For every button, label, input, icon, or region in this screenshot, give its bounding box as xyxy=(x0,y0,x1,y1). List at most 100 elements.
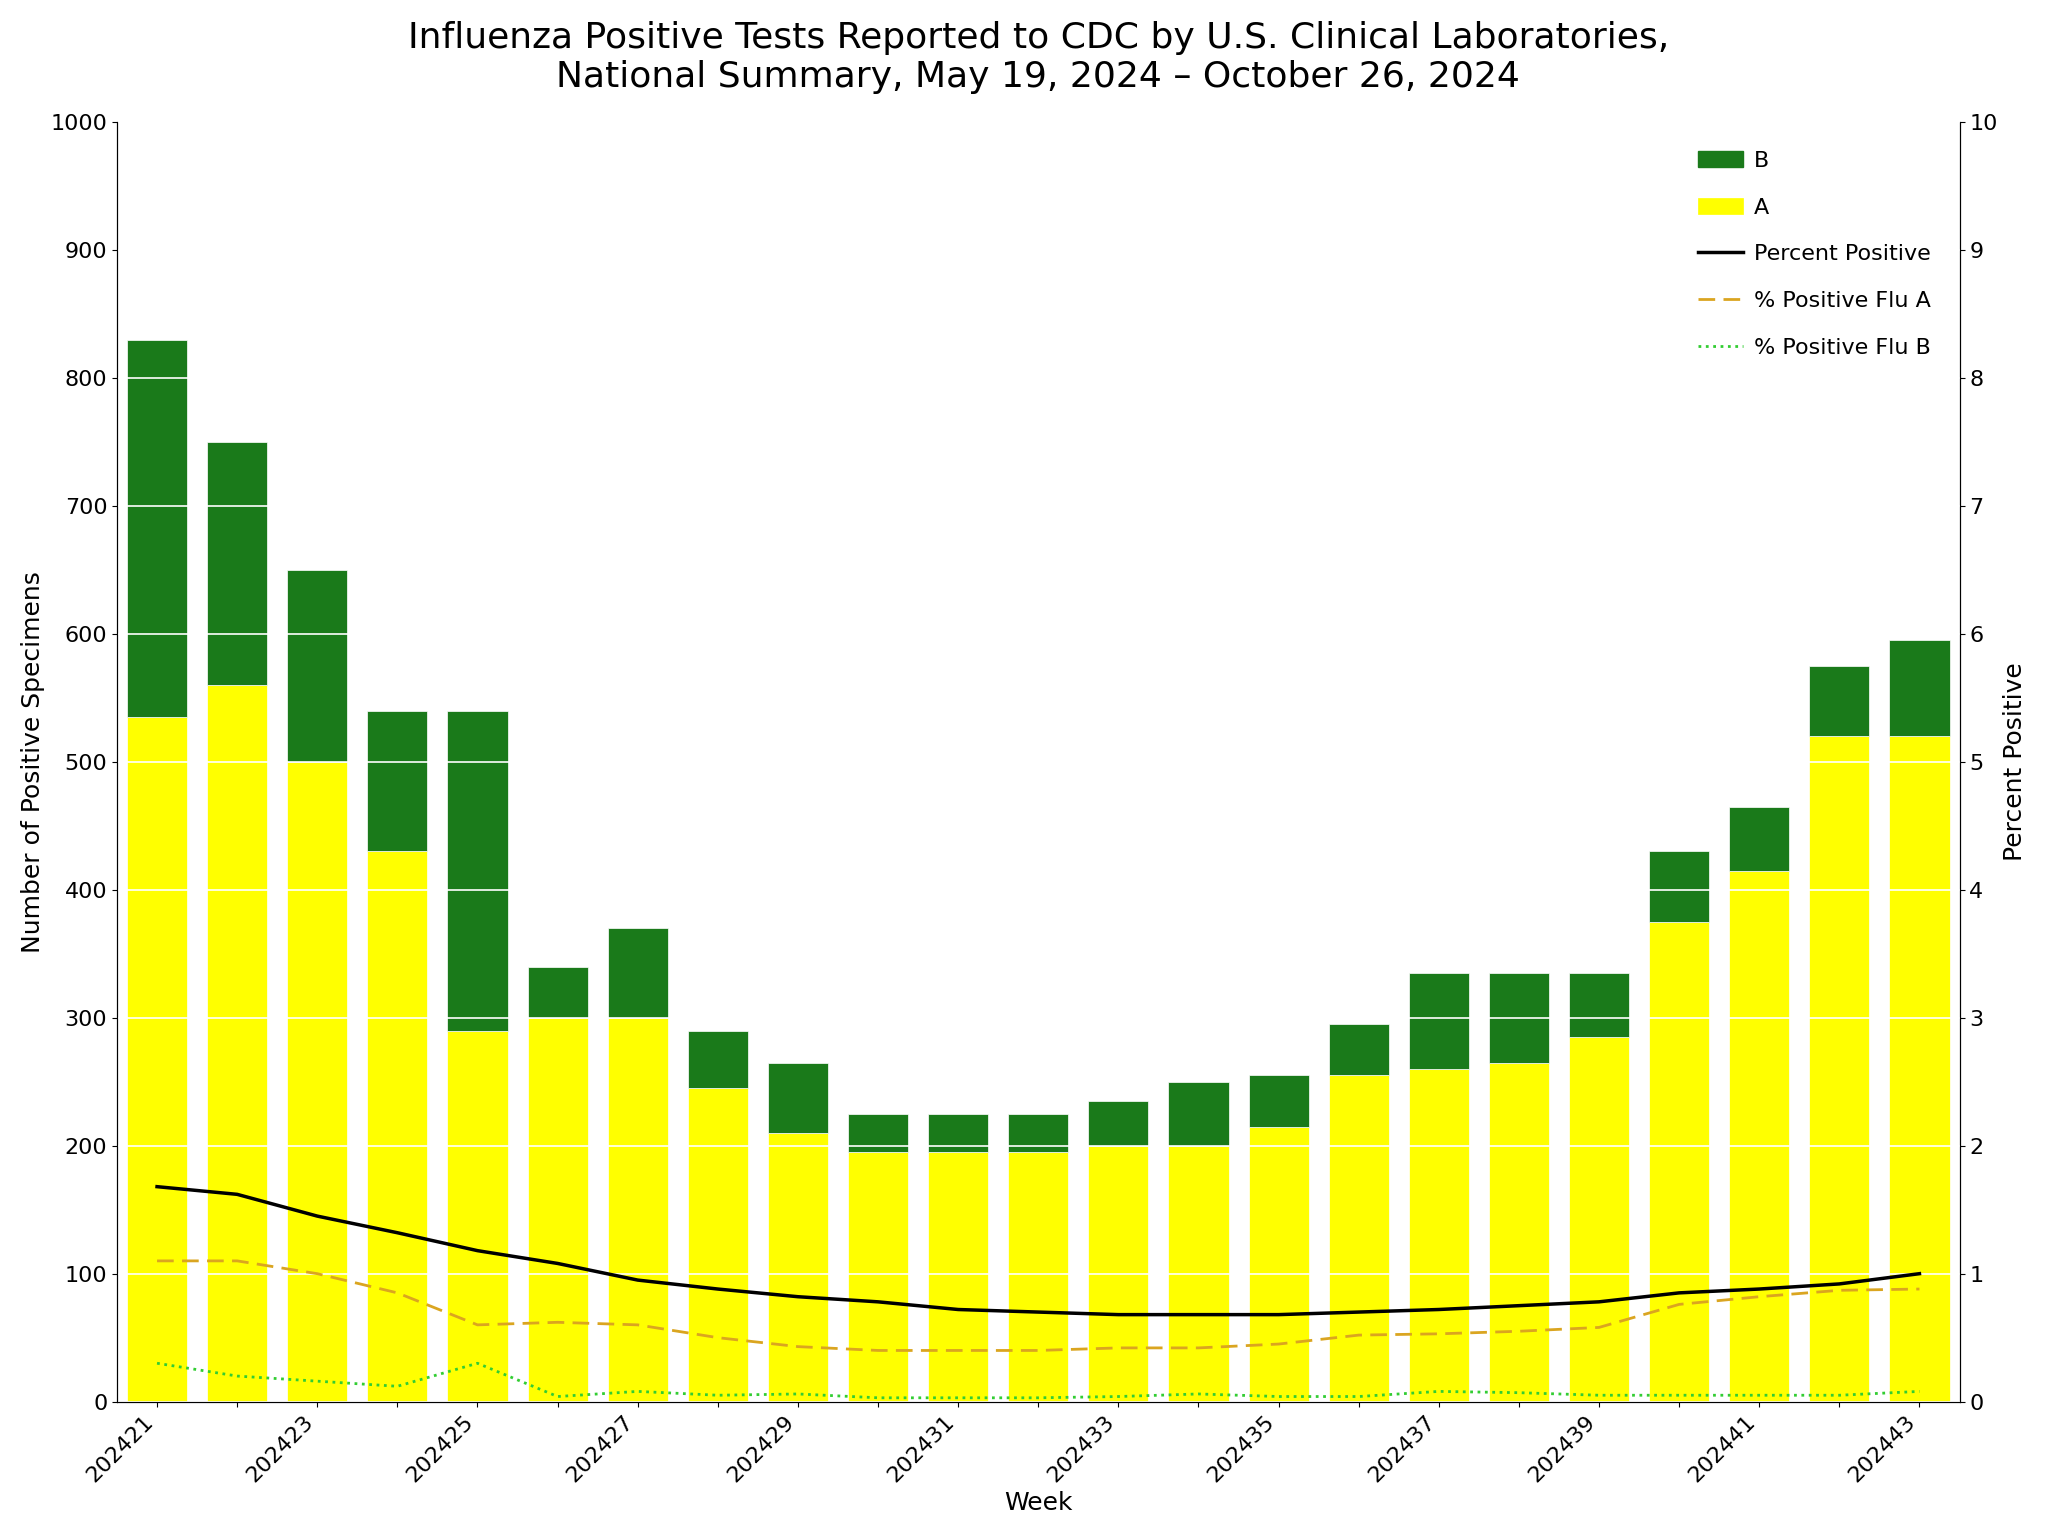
Bar xyxy=(928,1114,989,1152)
Bar xyxy=(848,1114,907,1152)
Bar xyxy=(688,1087,748,1402)
Bar xyxy=(1087,1146,1149,1402)
% Positive Flu B xyxy=(225,1367,250,1385)
Percent Positive xyxy=(545,1255,569,1273)
Bar xyxy=(1569,1037,1628,1402)
Y-axis label: Number of Positive Specimens: Number of Positive Specimens xyxy=(20,571,45,952)
Percent Positive xyxy=(385,1224,410,1243)
Bar xyxy=(207,442,266,685)
% Positive Flu A xyxy=(305,1264,330,1283)
% Positive Flu B xyxy=(465,1355,489,1373)
Bar xyxy=(1329,1075,1389,1402)
Bar xyxy=(1729,871,1790,1402)
Bar xyxy=(446,711,508,1031)
Bar xyxy=(1409,972,1468,1069)
Percent Positive xyxy=(1907,1264,1931,1283)
% Positive Flu A xyxy=(1266,1335,1290,1353)
% Positive Flu B xyxy=(1266,1387,1290,1405)
Line: Percent Positive: Percent Positive xyxy=(158,1187,1919,1315)
Bar xyxy=(1008,1114,1069,1152)
Bar xyxy=(1489,1063,1548,1402)
Percent Positive xyxy=(1827,1275,1851,1293)
Bar xyxy=(608,1018,668,1402)
% Positive Flu A xyxy=(1747,1287,1772,1306)
Bar xyxy=(1329,1025,1389,1075)
% Positive Flu B xyxy=(1507,1384,1532,1402)
Percent Positive xyxy=(705,1279,729,1298)
Bar xyxy=(207,685,266,1402)
Y-axis label: Percent Positive: Percent Positive xyxy=(2003,662,2028,862)
Percent Positive xyxy=(786,1287,811,1306)
Bar xyxy=(127,339,186,717)
Bar xyxy=(1249,1075,1309,1126)
Bar xyxy=(1890,641,1950,736)
Bar xyxy=(446,1031,508,1402)
Title: Influenza Positive Tests Reported to CDC by U.S. Clinical Laboratories,
National: Influenza Positive Tests Reported to CDC… xyxy=(408,22,1669,94)
% Positive Flu A xyxy=(1907,1279,1931,1298)
% Positive Flu B xyxy=(1747,1385,1772,1404)
% Positive Flu B xyxy=(705,1385,729,1404)
% Positive Flu A xyxy=(1427,1324,1452,1342)
Bar xyxy=(1169,1081,1229,1146)
Bar xyxy=(1409,1069,1468,1402)
% Positive Flu B xyxy=(1186,1385,1210,1404)
% Positive Flu A xyxy=(1507,1322,1532,1341)
Bar xyxy=(1729,806,1790,871)
X-axis label: Week: Week xyxy=(1004,1491,1073,1514)
% Positive Flu B xyxy=(1427,1382,1452,1401)
Bar xyxy=(928,1152,989,1402)
Percent Positive xyxy=(1346,1303,1370,1321)
Bar xyxy=(688,1031,748,1087)
% Positive Flu A xyxy=(1667,1295,1692,1313)
Percent Positive xyxy=(305,1207,330,1226)
% Positive Flu B xyxy=(1026,1389,1051,1407)
% Positive Flu A xyxy=(866,1341,891,1359)
% Positive Flu B xyxy=(1587,1385,1612,1404)
% Positive Flu B xyxy=(1827,1385,1851,1404)
Bar xyxy=(1569,972,1628,1037)
Percent Positive xyxy=(625,1270,649,1289)
Bar xyxy=(1649,922,1710,1402)
Percent Positive xyxy=(1427,1301,1452,1319)
Percent Positive xyxy=(1747,1279,1772,1298)
Line: % Positive Flu B: % Positive Flu B xyxy=(158,1364,1919,1398)
Bar xyxy=(1489,972,1548,1063)
Legend: B, A, Percent Positive, % Positive Flu A, % Positive Flu B: B, A, Percent Positive, % Positive Flu A… xyxy=(1681,134,1948,375)
% Positive Flu A xyxy=(1186,1339,1210,1358)
Percent Positive xyxy=(866,1293,891,1312)
Line: % Positive Flu A: % Positive Flu A xyxy=(158,1261,1919,1350)
Bar xyxy=(1649,851,1710,922)
Bar xyxy=(528,1018,588,1402)
Percent Positive xyxy=(1106,1306,1130,1324)
Bar xyxy=(848,1152,907,1402)
% Positive Flu B xyxy=(545,1387,569,1405)
% Positive Flu A xyxy=(545,1313,569,1332)
% Positive Flu A xyxy=(946,1341,971,1359)
% Positive Flu B xyxy=(866,1389,891,1407)
% Positive Flu B xyxy=(385,1378,410,1396)
Bar xyxy=(1249,1126,1309,1402)
Percent Positive xyxy=(1667,1284,1692,1303)
Percent Positive xyxy=(1587,1293,1612,1312)
Percent Positive xyxy=(1507,1296,1532,1315)
Bar xyxy=(127,717,186,1402)
Bar xyxy=(768,1063,827,1134)
Bar xyxy=(367,851,428,1402)
Percent Positive xyxy=(1266,1306,1290,1324)
Bar xyxy=(1890,736,1950,1402)
Bar xyxy=(1087,1101,1149,1146)
% Positive Flu A xyxy=(145,1252,170,1270)
% Positive Flu A xyxy=(705,1329,729,1347)
Percent Positive xyxy=(465,1241,489,1260)
Bar xyxy=(367,711,428,851)
Bar xyxy=(528,966,588,1018)
% Positive Flu B xyxy=(625,1382,649,1401)
Bar xyxy=(287,570,348,762)
% Positive Flu B xyxy=(305,1372,330,1390)
% Positive Flu B xyxy=(1907,1382,1931,1401)
Bar xyxy=(1169,1146,1229,1402)
% Positive Flu A xyxy=(225,1252,250,1270)
Bar xyxy=(1008,1152,1069,1402)
Percent Positive xyxy=(946,1301,971,1319)
Bar xyxy=(1808,736,1870,1402)
